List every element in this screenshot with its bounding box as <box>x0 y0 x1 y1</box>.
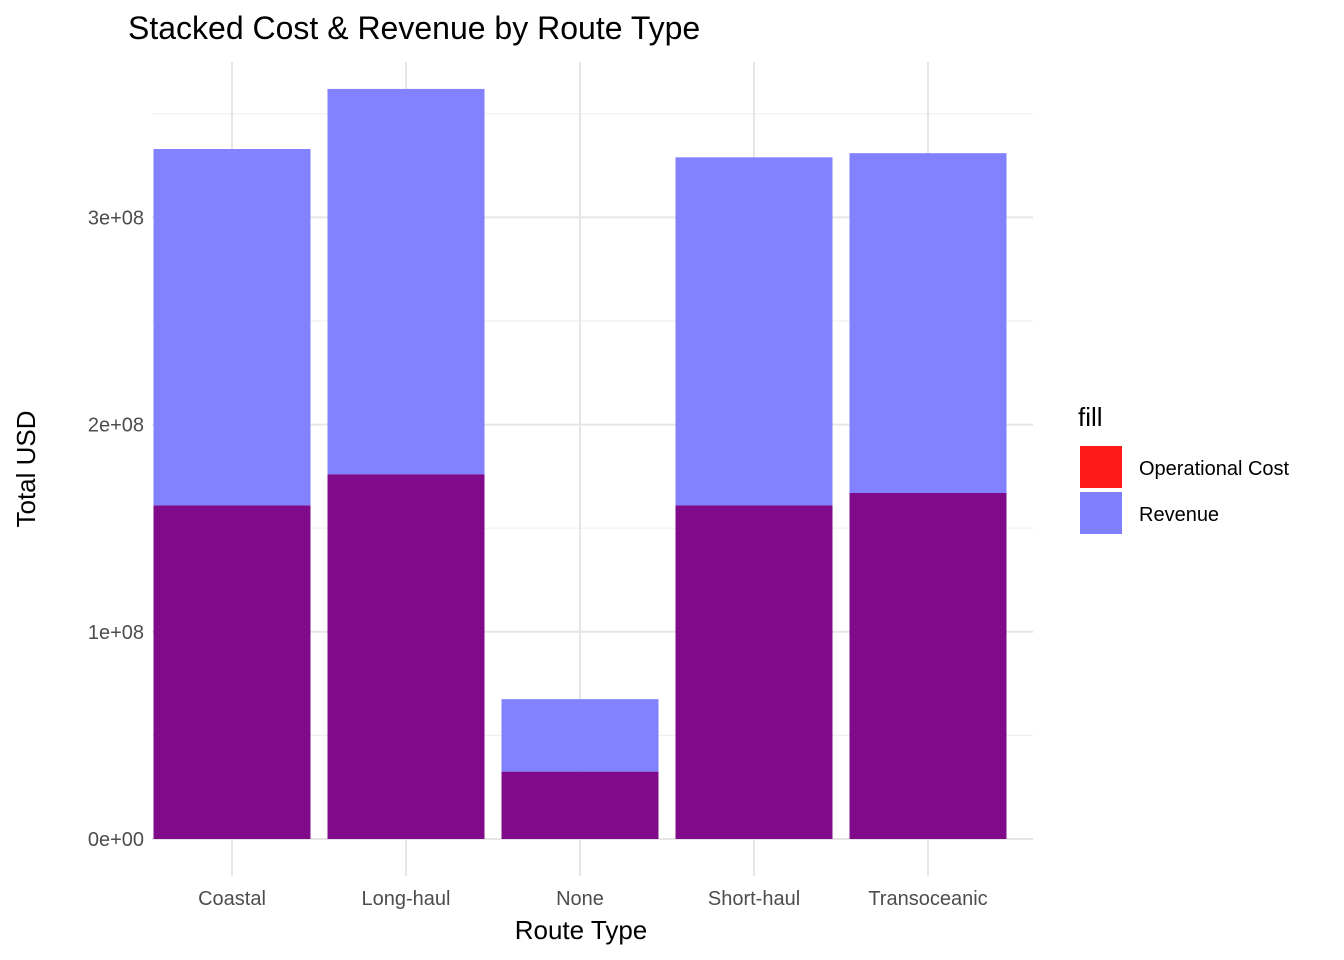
bar-operational-cost <box>849 492 1007 839</box>
legend-label: Operational Cost <box>1139 458 1290 480</box>
y-tick-label: 0e+00 <box>88 829 144 851</box>
x-axis-ticks: Coastal Long-haul None Short-haul Transocean… <box>198 888 988 910</box>
x-tick-label: Short-haul <box>708 888 800 910</box>
legend-key <box>1080 492 1122 534</box>
bar-operational-cost <box>153 505 311 839</box>
bar-operational-cost <box>501 771 659 839</box>
bar-revenue <box>849 153 1007 493</box>
bars <box>153 88 1007 839</box>
legend-key <box>1080 446 1122 488</box>
x-tick-label: Transoceanic <box>868 888 987 910</box>
legend: fill Operational Cost Revenue <box>1078 402 1290 534</box>
x-tick-label: Coastal <box>198 888 266 910</box>
bar-operational-cost <box>675 505 833 839</box>
bar-operational-cost <box>327 474 485 839</box>
chart-title: Stacked Cost & Revenue by Route Type <box>128 10 700 46</box>
x-tick-label: Long-haul <box>362 888 451 910</box>
x-tick-label: None <box>556 888 604 910</box>
y-tick-label: 2e+08 <box>88 415 144 437</box>
y-axis-title: Total USD <box>11 410 41 527</box>
legend-label: Revenue <box>1139 504 1219 526</box>
bar-revenue <box>501 699 659 772</box>
y-tick-label: 3e+08 <box>88 207 144 229</box>
bar-revenue <box>153 149 311 506</box>
legend-title: fill <box>1078 402 1103 432</box>
y-tick-label: 1e+08 <box>88 622 144 644</box>
x-axis-title: Route Type <box>515 915 648 945</box>
y-axis-ticks: 0e+00 1e+08 2e+08 3e+08 <box>88 207 144 851</box>
bar-revenue <box>327 88 485 475</box>
bar-revenue <box>675 157 833 506</box>
